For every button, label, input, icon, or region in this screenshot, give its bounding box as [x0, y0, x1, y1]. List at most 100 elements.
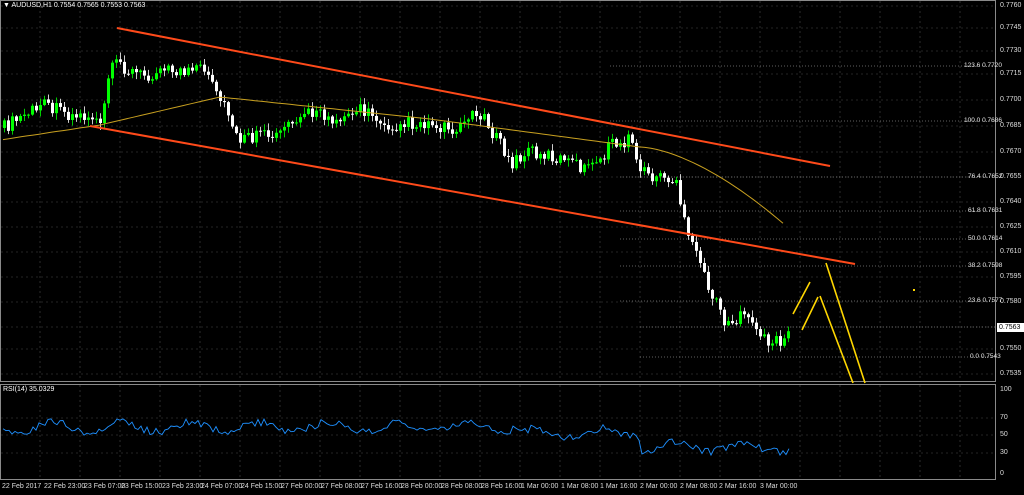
candle-body — [327, 116, 330, 120]
candle-body — [543, 153, 546, 159]
candle-body — [567, 158, 570, 161]
candle-body — [375, 115, 378, 121]
candle-body — [483, 114, 486, 120]
candle-body — [203, 64, 206, 72]
time-axis-label: 24 Feb 15:00 — [241, 483, 283, 490]
candle-body — [167, 65, 170, 71]
candle-body — [71, 114, 74, 120]
channel-lower-line — [89, 125, 856, 265]
candle-body — [739, 311, 742, 324]
price-axis-label: 0.7610 — [1000, 248, 1022, 255]
price-axis-label: 0.7670 — [1000, 148, 1022, 155]
candle-body — [135, 68, 138, 73]
candle-body — [139, 70, 142, 73]
candle-body — [323, 109, 326, 120]
fibo-level-label: 38.2 0.7598 — [968, 262, 1003, 269]
candle-body — [459, 123, 462, 132]
projection-arrow — [825, 262, 866, 384]
candle-body — [67, 111, 70, 120]
candle-body — [251, 132, 254, 143]
candle-body — [255, 130, 258, 143]
candle-body — [563, 155, 566, 161]
time-axis-label: 27 Feb 08:00 — [321, 483, 363, 490]
time-axis-label: 22 Feb 2017 — [2, 483, 42, 490]
triangle-down-icon[interactable]: ▼ — [3, 2, 10, 9]
candle-body — [127, 73, 130, 75]
candle-body — [359, 104, 362, 113]
candle-body — [283, 126, 286, 131]
candle-body — [371, 108, 374, 116]
candle-body — [675, 180, 678, 183]
candle-body — [287, 121, 290, 127]
candle-body — [683, 204, 686, 218]
candle-body — [787, 331, 790, 339]
candle-body — [395, 129, 398, 131]
candle-body — [523, 156, 526, 162]
candle-body — [687, 217, 690, 236]
candle-body — [611, 138, 614, 142]
moving-average-line — [2, 96, 784, 224]
price-axis-label: 0.7760 — [1000, 2, 1022, 9]
candle-body — [511, 156, 514, 169]
candle-body — [439, 128, 442, 133]
channel-upper-line — [116, 27, 831, 167]
candle-body — [591, 162, 594, 165]
candle-body — [659, 173, 662, 177]
candle-body — [631, 134, 634, 143]
candle-body — [779, 336, 782, 346]
candle-body — [731, 320, 734, 324]
candle-body — [291, 121, 294, 124]
candle-body — [311, 108, 314, 117]
price-axis-label: 0.7745 — [1000, 24, 1022, 31]
candle-body — [479, 116, 482, 120]
candle-body — [627, 134, 630, 148]
candle-body — [535, 146, 538, 159]
candle-body — [771, 343, 774, 346]
candle-body — [391, 129, 394, 131]
fibo-level-label: 61.8 0.7631 — [968, 207, 1003, 214]
candle-body — [83, 113, 86, 120]
candle-body — [691, 235, 694, 242]
candle-body — [415, 127, 418, 129]
candle-body — [379, 120, 382, 124]
candle-body — [711, 289, 714, 299]
candle-body — [259, 130, 262, 132]
candle-body — [199, 64, 202, 66]
candle-body — [751, 317, 754, 323]
candle-body — [191, 67, 194, 71]
time-axis-label: 28 Feb 16:00 — [481, 483, 523, 490]
rsi-indicator-pane[interactable] — [0, 384, 996, 480]
candle-body — [119, 59, 122, 62]
candle-body — [723, 309, 726, 326]
candle-body — [411, 117, 414, 129]
candle-body — [155, 73, 158, 80]
candle-body — [559, 155, 562, 163]
candle-body — [227, 102, 230, 116]
price-axis-label: 0.7730 — [1000, 47, 1022, 54]
time-axis-label: 23 Feb 15:00 — [121, 483, 163, 490]
candle-body — [151, 79, 154, 81]
time-axis-label: 27 Feb 16:00 — [361, 483, 403, 490]
candle-body — [31, 105, 34, 115]
candle-body — [635, 142, 638, 160]
candle-body — [79, 113, 82, 118]
time-axis-label: 2 Mar 00:00 — [640, 483, 678, 490]
candle-body — [763, 334, 766, 337]
candle-body — [555, 161, 558, 163]
price-chart-pane[interactable] — [0, 0, 996, 382]
candle-body — [351, 113, 354, 115]
time-axis-label: 27 Feb 00:00 — [281, 483, 323, 490]
projection-arrow — [819, 295, 854, 384]
candle-body — [179, 68, 182, 76]
price-axis-label: 0.7715 — [1000, 70, 1022, 77]
candle-body — [95, 118, 98, 120]
time-axis-label: 23 Feb 07:00 — [84, 483, 126, 490]
candle-body — [583, 164, 586, 173]
candle-body — [671, 182, 674, 184]
candle-body — [599, 158, 602, 163]
projection-arrow — [792, 281, 811, 315]
candle-body — [63, 106, 66, 112]
projection-arrow — [801, 296, 819, 331]
